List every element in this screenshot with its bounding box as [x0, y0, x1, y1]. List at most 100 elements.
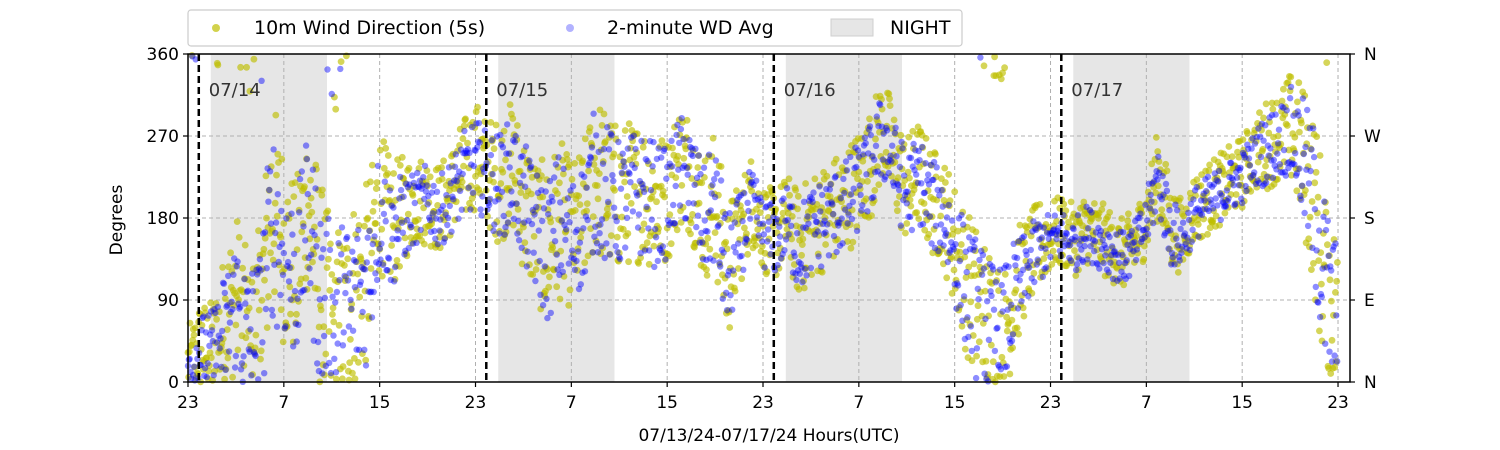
wd2min-point-558	[662, 256, 669, 263]
wd5s-point-468	[496, 228, 503, 235]
wd2min-point-36	[215, 332, 222, 339]
wd5s-point-1547	[1214, 177, 1221, 185]
wd5s-point-111	[258, 296, 266, 304]
wd5s-point-275	[367, 265, 375, 272]
wd2min-point-568	[670, 220, 678, 227]
wd2min-point-484	[598, 216, 606, 223]
wd2min-point-692	[776, 233, 784, 240]
wd2min-point-444	[564, 195, 572, 202]
wd2min-point-774	[847, 153, 854, 161]
wd2min-point-312	[451, 163, 459, 170]
wd5s-point-1031	[870, 197, 878, 204]
wd5s-point-1083	[905, 133, 913, 141]
wd2min-point-1156	[1174, 207, 1181, 214]
wd2min-point-69	[243, 288, 251, 296]
wd2min-point-1130	[1151, 208, 1159, 215]
wd2min-point-329	[466, 149, 473, 157]
wd2min-point-767	[841, 189, 848, 197]
wd2min-point-1005	[1044, 211, 1052, 219]
wd2min-point-542	[648, 216, 655, 223]
wd2min-point-1288	[1286, 95, 1294, 102]
wd2min-point-834	[898, 138, 905, 146]
y-tick-label-0: 0	[168, 373, 179, 393]
wd2min-point-156	[318, 254, 325, 261]
wd5s-point-972	[831, 221, 839, 229]
wd2min-point-422	[545, 199, 553, 206]
wd5s-point-1368	[1095, 215, 1102, 222]
wd5s-point-419	[463, 153, 471, 161]
wd5s-point-1175	[966, 321, 974, 329]
wd5s-point-1724	[1332, 289, 1339, 296]
wd5s-point-355	[420, 240, 428, 248]
wd2min-point-841	[904, 188, 911, 195]
wd2min-point-488	[602, 175, 609, 183]
wd2min-point-616	[711, 193, 719, 201]
wd5s-point-947	[814, 250, 822, 258]
wd2min-point-330	[467, 206, 474, 213]
wd5s-point-484	[506, 101, 514, 108]
wd5s-point-167	[295, 206, 303, 214]
wd5s-point-1277	[1034, 224, 1042, 232]
wd2min-point-208	[362, 362, 370, 369]
wd2min-point-246	[395, 235, 402, 243]
wd5s-point-1603	[1251, 126, 1259, 134]
wd2min-point-648	[739, 217, 746, 225]
wd5s-point-1026	[867, 171, 875, 178]
wd5s-point-1412	[1124, 217, 1132, 225]
wd5s-point-60	[224, 354, 232, 362]
wd2min-point-270	[415, 183, 423, 191]
wd5s-point-225	[334, 278, 342, 286]
wd5s-point-530	[537, 305, 545, 313]
wd2min-point-266	[412, 184, 419, 191]
wd2min-point-420	[544, 314, 551, 322]
wd2min-point-984	[1026, 258, 1034, 265]
wd2min-point-1125	[1147, 191, 1154, 199]
wd5s-point-1693	[1311, 179, 1319, 187]
wd2min-point-120	[287, 296, 294, 303]
wd5s-point-1708	[1321, 263, 1329, 271]
wd5s-point-605	[587, 225, 594, 233]
wd2min-point-438	[559, 268, 566, 275]
wd2min-point-249	[397, 186, 405, 194]
wd2min-point-983	[1025, 264, 1033, 271]
wd2min-point-650	[741, 190, 748, 197]
wd5s-point-839	[743, 230, 750, 238]
wd5s-point-1518	[1194, 221, 1202, 228]
wd5s-point-83	[239, 288, 247, 296]
wd2min-point-42	[220, 280, 228, 287]
wd5s-point-1250	[1016, 221, 1024, 229]
wd5s-point-1060	[890, 151, 897, 159]
x-tick-label-10: 7	[1141, 393, 1152, 413]
wd2min-point-675	[762, 204, 769, 211]
wd5s-point-767	[695, 152, 702, 159]
wd5s-point-9	[190, 331, 198, 339]
wd2min-point-525	[634, 192, 641, 199]
wd5s-point-350	[417, 158, 425, 166]
wd2min-point-646	[737, 192, 744, 199]
wd5s-point-301	[384, 152, 392, 159]
wd2min-point-681	[767, 250, 774, 258]
wd5s-point-661	[624, 230, 632, 237]
wd2min-point-490	[604, 124, 611, 131]
wd5s-point-1684	[1305, 235, 1313, 243]
wd5s-point-1157	[954, 227, 962, 235]
wd2min-point-79	[252, 352, 259, 360]
wd5s-point-187	[309, 258, 316, 266]
wd2min-point-802	[871, 156, 878, 163]
wd2min-point-340	[475, 119, 483, 127]
wd5s-point-179	[303, 286, 311, 293]
wd2min-point-855	[916, 157, 923, 164]
wd2min-point-904	[958, 211, 965, 219]
wd5s-point-1516	[1193, 176, 1201, 184]
wd5s-point-1475	[1166, 245, 1173, 253]
wd2min-point-571	[673, 131, 680, 139]
wd2min-point-360	[492, 185, 500, 192]
wd5s-point-339	[410, 182, 417, 190]
wd5s-point-1262	[1024, 264, 1032, 271]
wd2min-point-368	[499, 144, 507, 151]
wd5s-point-1105	[920, 160, 927, 168]
wd5s-point-321	[398, 193, 405, 201]
wd5s-point-1180	[969, 332, 977, 339]
wd2min-point-1137	[1157, 216, 1165, 223]
wd5s-point-1221	[997, 310, 1004, 318]
